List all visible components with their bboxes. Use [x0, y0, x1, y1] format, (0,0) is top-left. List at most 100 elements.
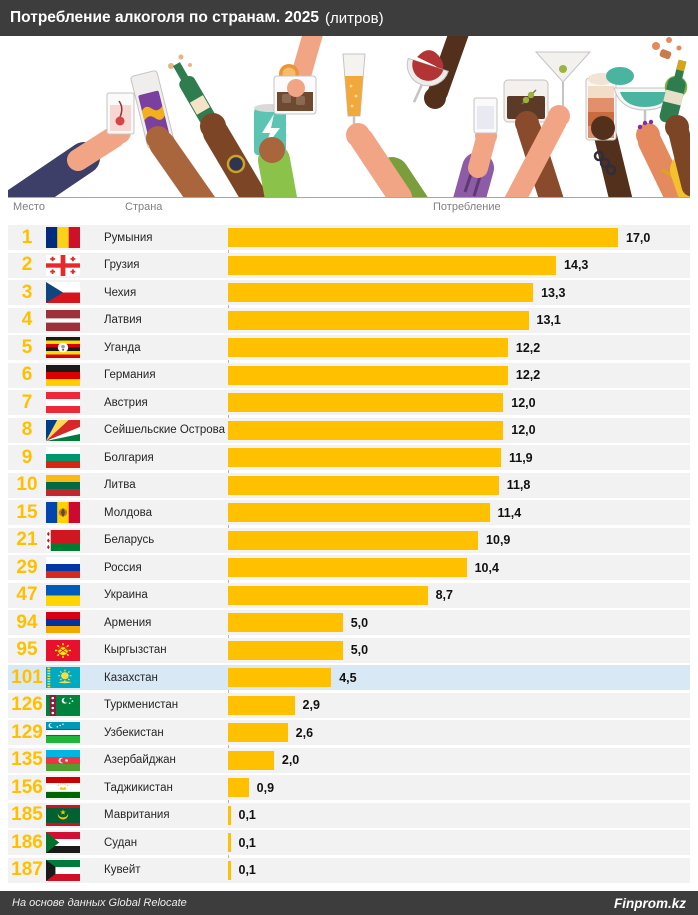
champagne-flute-icon: [342, 53, 428, 197]
consumption-value: 11,8: [506, 478, 531, 492]
rank-value: 7: [21, 391, 33, 413]
consumption-value: 17,0: [626, 230, 651, 245]
table-row: 47 Украина 8,7: [8, 582, 690, 608]
bar-track: 12,0: [228, 418, 690, 443]
country-name: Уганда: [104, 341, 141, 354]
consumption-value: 11,4: [497, 505, 522, 520]
rank-value: 3: [21, 281, 33, 303]
bar-track: 0,9: [228, 775, 690, 800]
country-name: Молдова: [104, 506, 153, 519]
table-row: 187 Кувейт 0,1: [8, 857, 690, 883]
consumption-bar: [228, 750, 274, 770]
bar-track: 10,9: [228, 528, 690, 553]
country-flag-icon: [46, 529, 80, 551]
country-flag-icon: [46, 282, 80, 303]
consumption-bar: [228, 613, 343, 632]
table-row: 10 Литва 11,8: [8, 472, 690, 498]
country-name: Казахстан: [104, 671, 158, 684]
consumption-bar: [228, 778, 249, 797]
consumption-value: 0,1: [238, 835, 256, 850]
bar-track: 10,4: [228, 555, 690, 580]
country-name: Кувейт: [104, 864, 141, 876]
table-row: 7 Австрия 12,0: [8, 390, 690, 415]
table-row: 186 Судан 0,1: [8, 830, 690, 855]
consumption-value: 13,3: [541, 285, 566, 300]
consumption-bar: [228, 558, 467, 577]
consumption-value: 2,9: [302, 698, 320, 712]
bar-track: 2,6: [228, 720, 690, 745]
party-hands-svg: [8, 36, 690, 197]
country-name: Украина: [104, 589, 148, 601]
column-header-consumption: Потребление: [433, 201, 501, 213]
country-flag-icon: [46, 667, 80, 688]
table-row: 4 Латвия 13,1: [8, 307, 690, 333]
consumption-value: 2,0: [281, 753, 300, 767]
country-flag-icon: [46, 804, 80, 826]
country-flag-icon: [46, 859, 80, 881]
consumption-bar: [228, 860, 231, 880]
consumption-value: 2,6: [295, 725, 314, 740]
table-row: 21 Беларусь 10,9: [8, 527, 690, 553]
country-flag-icon: [46, 557, 80, 578]
table-row: 95 Кыргызстан 5,0: [8, 637, 690, 663]
consumption-value: 10,9: [486, 533, 511, 547]
table-row: 1 Румыния 17,0: [8, 225, 690, 250]
table-row: 101 Казахстан 4,5: [8, 665, 690, 690]
country-flag-icon: [46, 639, 80, 661]
rank-value: 21: [16, 529, 38, 550]
rank-value: 2: [21, 254, 33, 275]
bar-track: 4,5: [228, 665, 690, 690]
consumption-value: 5,0: [350, 643, 369, 657]
shot-glass-icon: [453, 97, 498, 197]
rank-value: 29: [16, 556, 38, 578]
table-row: 5 Уганда 12,2: [8, 335, 690, 360]
country-flag-icon: [46, 612, 80, 633]
country-name: Австрия: [104, 396, 148, 409]
rank-value: 8: [21, 419, 33, 440]
bar-track: 13,3: [228, 280, 690, 305]
consumption-bar: [228, 283, 534, 302]
title-bar: Потребление алкоголя по странам. 2025 (л…: [0, 0, 698, 36]
consumption-bar: [228, 475, 499, 495]
country-flag-icon: [46, 474, 80, 496]
table-row: 9 Болгария 11,9: [8, 445, 690, 470]
consumption-value: 10,4: [474, 560, 499, 575]
consumption-value: 0,1: [238, 808, 256, 822]
table-row: 156 Таджикистан 0,9: [8, 775, 690, 800]
shot-glass-cherry-icon: [8, 92, 135, 197]
country-flag-icon: [46, 364, 80, 386]
column-headers: Место Страна Потребление: [0, 201, 698, 223]
consumption-bar: [228, 503, 490, 522]
country-name: Грузия: [104, 259, 140, 271]
rank-value: 6: [21, 364, 33, 385]
bar-track: 0,1: [228, 858, 690, 883]
consumption-value: 12,2: [515, 340, 541, 355]
bar-track: 11,4: [228, 500, 690, 525]
country-name: Кыргызстан: [104, 644, 167, 656]
drink-can-icon: [254, 104, 297, 197]
bar-track: 12,2: [228, 363, 690, 388]
page-title: Потребление алкоголя по странам. 2025: [10, 9, 319, 26]
table-row: 185 Мавритания 0,1: [8, 802, 690, 828]
consumption-value: 12,0: [511, 395, 536, 410]
bar-track: 12,2: [228, 335, 690, 360]
bar-track: 13,1: [228, 308, 690, 333]
country-flag-icon: [46, 419, 80, 441]
consumption-bar: [228, 805, 231, 825]
footer-bar: На основе данных Global Relocate Finprom…: [0, 891, 698, 915]
table-row: 29 Россия 10,4: [8, 555, 690, 580]
consumption-bar: [228, 310, 529, 330]
consumption-value: 14,3: [564, 258, 589, 272]
bar-track: 0,1: [228, 803, 690, 828]
wine-glass-icon: [406, 36, 469, 109]
consumption-bar: [228, 420, 504, 440]
country-name: Литва: [104, 479, 136, 491]
consumption-bar: [228, 228, 618, 247]
consumption-value: 11,9: [509, 450, 533, 465]
country-name: Мавритания: [104, 809, 170, 821]
bar-track: 11,8: [228, 473, 690, 498]
consumption-bar: [228, 365, 508, 385]
table-row: 135 Азербайджан 2,0: [8, 747, 690, 773]
consumption-bar: [228, 448, 501, 467]
